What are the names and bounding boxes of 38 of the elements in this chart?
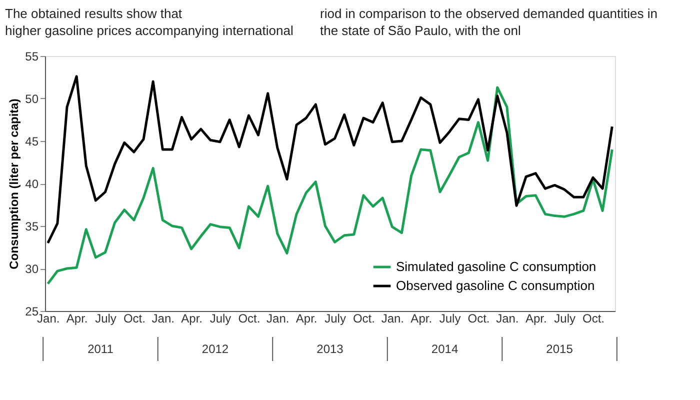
x-tick-label: Apr. xyxy=(296,312,318,326)
x-tick-label: Jan. xyxy=(496,312,519,326)
x-tick-label: July xyxy=(95,312,116,326)
x-tick-label: Oct. xyxy=(582,312,605,326)
x-tick-label: Oct. xyxy=(238,312,260,326)
text: riod in comparison to the observed demanded quantities in the state of São Paulo, with the onl xyxy=(320,6,658,38)
x-tick-label: Oct. xyxy=(468,312,490,326)
text: 2013 xyxy=(316,342,344,356)
y-tick-label: 45 xyxy=(25,134,39,148)
x-tick-label: Jan. xyxy=(37,312,60,326)
x-tick-label: Apr. xyxy=(410,312,432,326)
text: 2011 xyxy=(88,342,114,356)
text: 2015 xyxy=(546,342,574,356)
x-tick-label: Apr. xyxy=(525,312,547,326)
x-tick-label: Oct. xyxy=(123,312,146,326)
x-tick-label: July xyxy=(439,312,461,326)
line-series xyxy=(46,75,614,244)
legend-label: Observed gasoline C consumption xyxy=(396,278,595,293)
x-tick-label: Jan. xyxy=(152,312,174,326)
y-tick-label: 55 xyxy=(25,50,39,64)
y-tick-label: 25 xyxy=(25,304,39,318)
text: 2012 xyxy=(202,342,229,356)
text: The obtained results show that higher gasoline prices accompanying international xyxy=(5,6,294,38)
x-tick-label: Oct. xyxy=(352,312,375,326)
x-tick-label: July xyxy=(554,312,576,326)
x-tick-label: Apr. xyxy=(181,312,203,326)
text: 2014 xyxy=(431,342,458,356)
legend-label: Simulated gasoline C consumption xyxy=(396,259,596,274)
x-tick-label: July xyxy=(210,312,232,326)
x-tick-label: July xyxy=(324,312,346,326)
y-tick-label: 30 xyxy=(25,262,39,276)
y-tick-label: 50 xyxy=(25,92,39,106)
x-tick-label: Jan. xyxy=(381,312,404,326)
x-tick-label: Jan. xyxy=(266,312,290,326)
y-tick-label: 35 xyxy=(25,220,39,234)
y-axis-title: Consumption (liter per capita) xyxy=(7,98,22,270)
y-tick-label: 40 xyxy=(25,177,39,191)
x-tick-label: Apr. xyxy=(66,312,88,326)
